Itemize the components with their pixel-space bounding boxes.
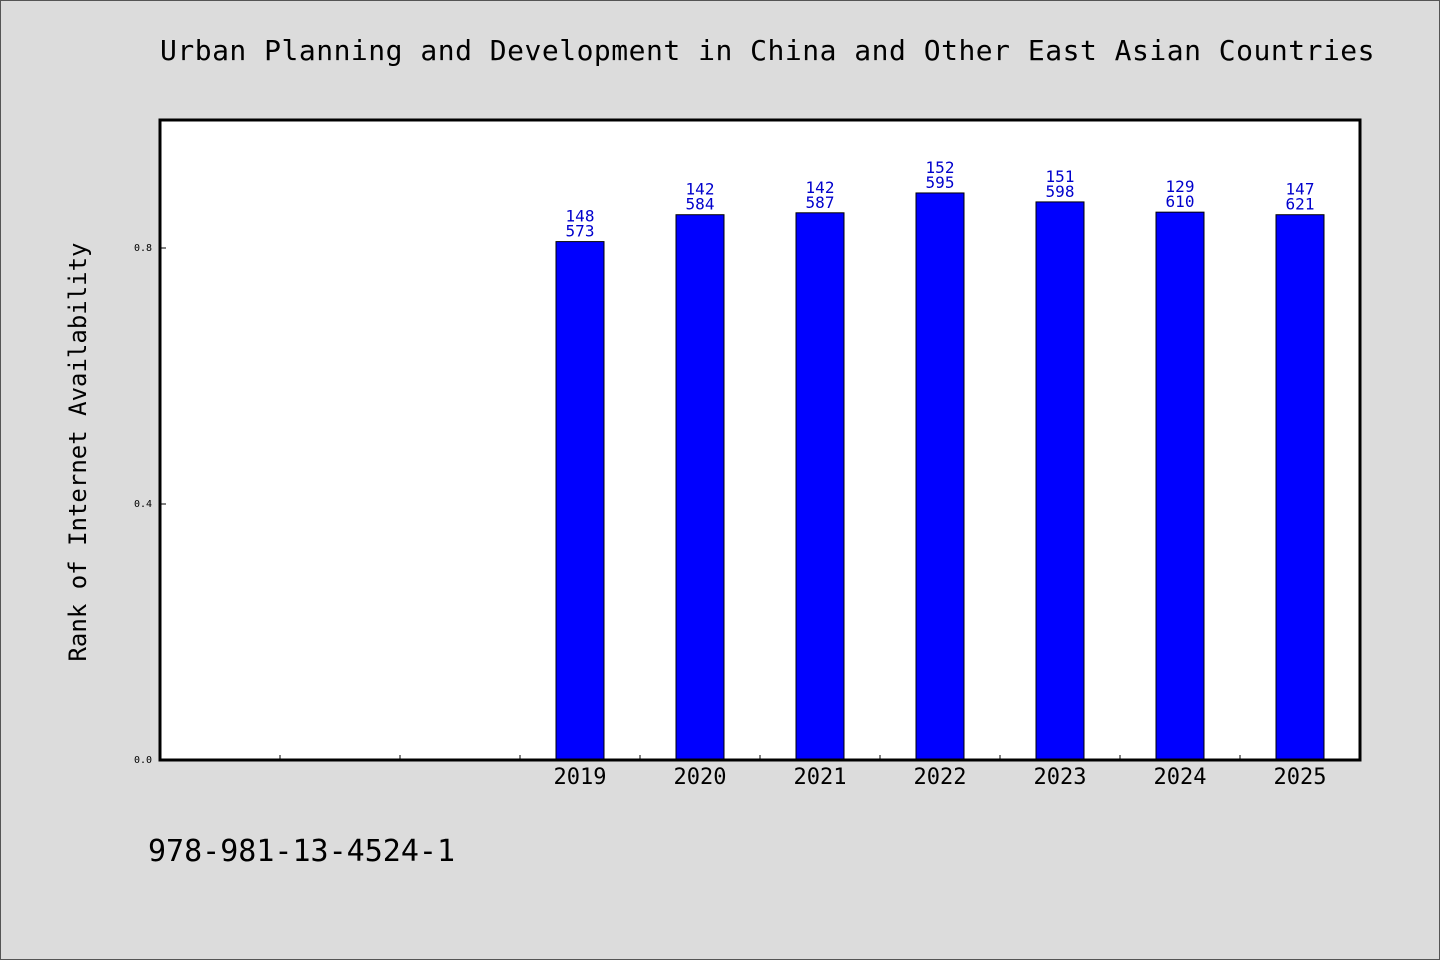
bar-value-label-top: 151 bbox=[1046, 167, 1075, 186]
x-tick-label: 2019 bbox=[554, 765, 607, 790]
bar bbox=[1275, 214, 1325, 761]
bar bbox=[1035, 201, 1085, 761]
bar-value-label-top: 142 bbox=[806, 178, 835, 197]
x-tick-label: 2025 bbox=[1274, 765, 1327, 790]
x-tick-label: 2022 bbox=[914, 765, 967, 790]
bar-value-label-bottom: 598 bbox=[1046, 182, 1075, 201]
bar-value-label-top: 129 bbox=[1166, 177, 1195, 196]
bar-value-label-bottom: 595 bbox=[926, 173, 955, 192]
x-tick-label: 2024 bbox=[1154, 765, 1207, 790]
x-tick-label: 2021 bbox=[794, 765, 847, 790]
footer-code: 978-981-13-4524-1 bbox=[148, 834, 456, 869]
bar bbox=[795, 212, 845, 761]
x-tick-label: 2020 bbox=[674, 765, 727, 790]
bars-group bbox=[555, 192, 1325, 761]
bar bbox=[555, 241, 605, 761]
y-tick-label: 0.0 bbox=[134, 755, 152, 766]
bar-value-label-top: 152 bbox=[926, 158, 955, 177]
y-tick-label: 0.4 bbox=[134, 499, 152, 510]
bar-value-label-bottom: 587 bbox=[806, 193, 835, 212]
bar-value-label-bottom: 584 bbox=[686, 195, 715, 214]
bar-value-label-top: 147 bbox=[1286, 180, 1315, 199]
x-tick-label: 2023 bbox=[1034, 765, 1087, 790]
x-tick-labels-group: 2019 2020 2021 2022 2023 2024 2025 bbox=[554, 765, 1327, 790]
bar-value-label-bottom: 621 bbox=[1286, 195, 1315, 214]
bar-value-label-top: 142 bbox=[686, 180, 715, 199]
bar-value-label-bottom: 610 bbox=[1166, 192, 1195, 211]
bar-value-label-top: 148 bbox=[566, 207, 595, 226]
bar bbox=[1155, 211, 1205, 761]
chart-title: Urban Planning and Development in China … bbox=[160, 34, 1376, 67]
bar bbox=[915, 192, 965, 761]
y-tick-label: 0.8 bbox=[134, 243, 152, 254]
y-axis-label: Rank of Internet Availability bbox=[64, 242, 92, 661]
plot-border bbox=[158, 118, 1362, 762]
bar-value-label-bottom: 573 bbox=[566, 222, 595, 241]
bar bbox=[675, 214, 725, 761]
